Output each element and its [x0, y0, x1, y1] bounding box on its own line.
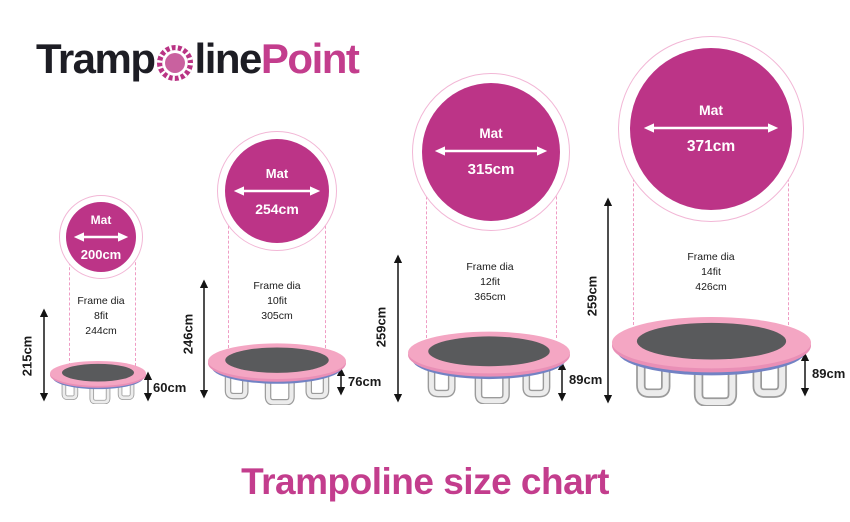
mat-diameter-label: 315cm: [467, 161, 515, 178]
mat-diameter-label: 371cm: [686, 138, 736, 155]
dashed-guide-left: [633, 129, 634, 325]
frame-height-label: 89cm: [569, 372, 603, 387]
mat-diameter-label: 200cm: [80, 246, 122, 262]
dashed-guide-left: [426, 152, 427, 338]
mat-diameter-arrow: [73, 231, 129, 242]
frame-feet-label: 12fit: [480, 276, 500, 288]
mat-circle-fill: Mat 315cm: [422, 83, 560, 221]
mat-diameter-arrow: [233, 185, 321, 196]
dashed-guide-right: [135, 237, 136, 366]
frame-height-label: 60cm: [153, 380, 187, 395]
brand-logo: Tramp line Point: [36, 35, 360, 82]
total-height-label: 259cm: [373, 306, 389, 348]
frame-height-label: 76cm: [348, 374, 382, 389]
total-height-label: 259cm: [584, 275, 600, 317]
chart-title: Trampoline size chart: [241, 461, 609, 502]
frame-dia-label: Frame dia: [466, 261, 514, 273]
dashed-guide-right: [556, 152, 557, 338]
frame-spec-text: Frame dia 12fit 365cm: [430, 260, 550, 305]
mat-label: Mat: [265, 165, 289, 181]
mat-diameter-arrow: [643, 123, 779, 133]
frame-dia-label: Frame dia: [253, 280, 301, 292]
logo-text-line: line: [194, 35, 263, 82]
mat-circle-fill: Mat 371cm: [630, 48, 792, 210]
dashed-guide-left: [228, 191, 229, 348]
frame-spec-text: Frame dia 14fit 426cm: [651, 250, 771, 295]
frame-height-arrow: [336, 367, 346, 396]
mat-diameter-label: 254cm: [255, 200, 299, 217]
logo-text-point: Point: [260, 35, 360, 82]
total-height-arrow: [393, 254, 403, 403]
mat-diameter-arrow: [434, 146, 548, 156]
frame-height-label: 89cm: [812, 366, 846, 381]
trampoline-illustration: [408, 330, 570, 404]
mat-circle-fill: Mat 200cm: [66, 202, 136, 272]
total-height-arrow: [199, 279, 209, 399]
frame-size-label: 426cm: [695, 281, 727, 293]
frame-spec-text: Frame dia 8fit 244cm: [41, 294, 161, 339]
trampoline-ring-icon: [156, 44, 193, 82]
frame-feet-label: 14fit: [701, 266, 721, 278]
trampoline-illustration: [50, 360, 146, 404]
mat-label: Mat: [479, 126, 503, 141]
frame-feet-label: 10fit: [267, 295, 287, 307]
frame-size-label: 305cm: [261, 310, 293, 322]
dashed-guide-right: [788, 129, 789, 325]
frame-height-arrow: [800, 352, 810, 397]
trampoline-illustration: [208, 342, 346, 405]
trampoline-illustration: [612, 315, 811, 406]
mat-circle-fill: Mat 254cm: [225, 139, 329, 243]
mat-circle: Mat 254cm: [217, 131, 337, 251]
frame-feet-label: 8fit: [93, 310, 108, 322]
logo-text-tramp: Tramp: [36, 35, 156, 82]
total-height-label: 215cm: [19, 335, 35, 377]
mat-circle: Mat 315cm: [412, 73, 570, 231]
mat-label: Mat: [698, 102, 724, 118]
frame-size-label: 365cm: [474, 291, 506, 303]
mat-label: Mat: [90, 212, 112, 227]
frame-size-label: 244cm: [85, 325, 117, 337]
total-height-label: 246cm: [180, 313, 196, 355]
mat-circle: Mat 371cm: [618, 36, 804, 222]
dashed-guide-right: [325, 191, 326, 348]
frame-height-arrow: [557, 361, 567, 402]
frame-height-arrow: [143, 371, 153, 402]
mat-circle: Mat 200cm: [59, 195, 143, 279]
total-height-arrow: [39, 308, 49, 402]
dashed-guide-left: [69, 237, 70, 366]
frame-spec-text: Frame dia 10fit 305cm: [217, 279, 337, 324]
total-height-arrow: [603, 197, 613, 404]
frame-dia-label: Frame dia: [687, 251, 735, 263]
frame-dia-label: Frame dia: [77, 295, 125, 307]
